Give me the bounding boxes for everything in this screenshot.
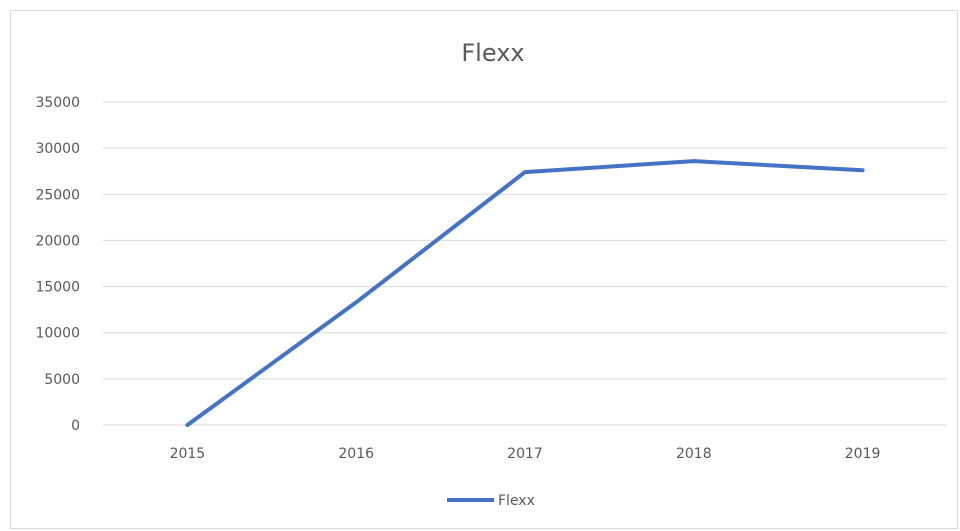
legend: Flexx [447,493,535,509]
y-tick-label: 5000 [44,372,80,388]
y-tick-label: 30000 [35,141,80,157]
y-tick-label: 20000 [35,233,80,249]
series-lines [185,159,865,427]
y-tick-label: 10000 [35,326,80,342]
x-tick-label: 2018 [676,446,712,462]
chart-title: Flexx [461,39,524,67]
x-axis-tick-labels: 2015 2016 2017 2018 2019 [170,446,881,462]
y-tick-label: 35000 [35,95,80,111]
x-tick-label: 2017 [507,446,543,462]
y-axis-tick-labels: 0 5000 10000 15000 20000 25000 30000 35000 [35,95,80,434]
y-tick-label: 0 [71,418,80,434]
legend-label-flexx: Flexx [498,493,535,509]
series-line-flexx [185,159,865,427]
x-tick-label: 2015 [170,446,206,462]
chart-frame [10,10,958,529]
x-tick-label: 2019 [845,446,881,462]
gridlines [103,101,947,426]
x-tick-label: 2016 [338,446,374,462]
y-tick-label: 15000 [35,280,80,296]
y-tick-label: 25000 [35,187,80,203]
